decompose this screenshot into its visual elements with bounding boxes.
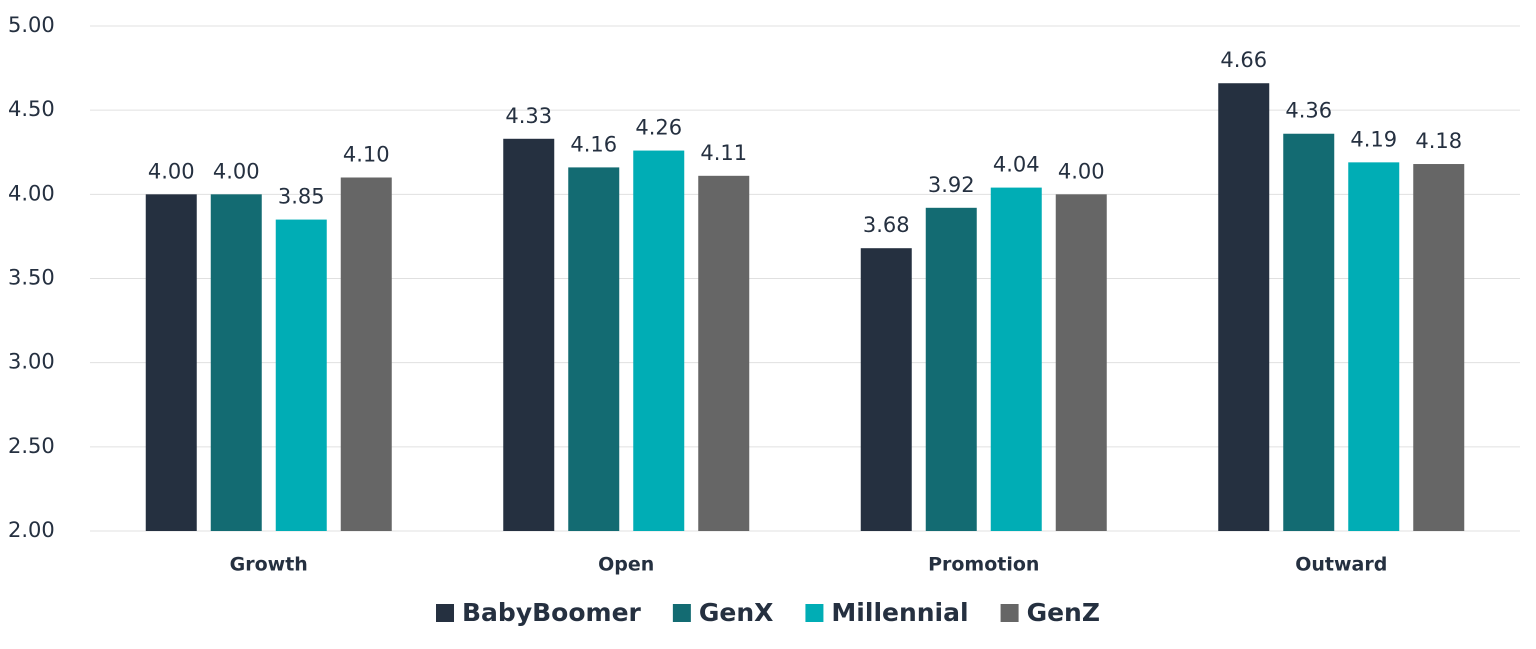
legend-swatch xyxy=(672,604,691,622)
bar xyxy=(1348,162,1400,531)
bar xyxy=(925,207,977,532)
y-tick-label: 4.00 xyxy=(8,181,55,205)
bar xyxy=(1283,133,1335,531)
legend-label: Millennial xyxy=(831,598,968,627)
value-label: 4.11 xyxy=(700,141,747,165)
x-tick-label: Growth xyxy=(230,554,308,576)
legend-label: GenX xyxy=(699,598,774,627)
bar xyxy=(1413,164,1465,532)
bar xyxy=(568,167,620,531)
value-label: 3.68 xyxy=(863,213,910,237)
value-label: 4.66 xyxy=(1220,48,1267,72)
value-label: 4.10 xyxy=(343,143,390,167)
bar xyxy=(860,248,912,531)
value-label: 4.04 xyxy=(993,153,1040,177)
bar xyxy=(1218,83,1270,531)
value-label: 4.16 xyxy=(570,132,617,156)
legend-swatch xyxy=(805,604,824,622)
value-label: 4.36 xyxy=(1285,99,1332,123)
bar xyxy=(503,138,555,532)
value-label: 4.26 xyxy=(635,116,682,140)
legend-label: BabyBoomer xyxy=(462,598,642,627)
bar xyxy=(340,177,392,531)
y-tick-label: 2.50 xyxy=(8,434,55,458)
value-label: 3.92 xyxy=(928,173,975,197)
y-tick-label: 5.00 xyxy=(8,13,55,37)
value-label: 4.00 xyxy=(213,159,260,183)
bar xyxy=(275,219,327,532)
bar xyxy=(1055,194,1107,532)
y-tick-label: 4.50 xyxy=(8,97,55,121)
value-label: 3.85 xyxy=(278,185,325,209)
value-label: 4.19 xyxy=(1350,127,1397,151)
x-tick-label: Promotion xyxy=(928,554,1039,576)
y-tick-label: 3.50 xyxy=(8,266,55,290)
value-label: 4.00 xyxy=(1058,159,1105,183)
legend-swatch xyxy=(436,604,455,622)
value-label: 4.33 xyxy=(505,104,552,128)
value-label: 4.18 xyxy=(1415,129,1462,153)
bar xyxy=(698,175,750,532)
legend-swatch xyxy=(1000,604,1019,622)
bar xyxy=(990,187,1042,531)
x-tick-label: Open xyxy=(598,554,654,576)
bar xyxy=(145,194,197,532)
y-tick-label: 3.00 xyxy=(8,350,55,374)
value-label: 4.00 xyxy=(148,159,195,183)
bar xyxy=(210,194,262,532)
bar xyxy=(633,150,685,532)
legend-label: GenZ xyxy=(1027,598,1100,627)
x-tick-label: Outward xyxy=(1295,554,1387,576)
y-tick-label: 2.00 xyxy=(8,518,55,542)
